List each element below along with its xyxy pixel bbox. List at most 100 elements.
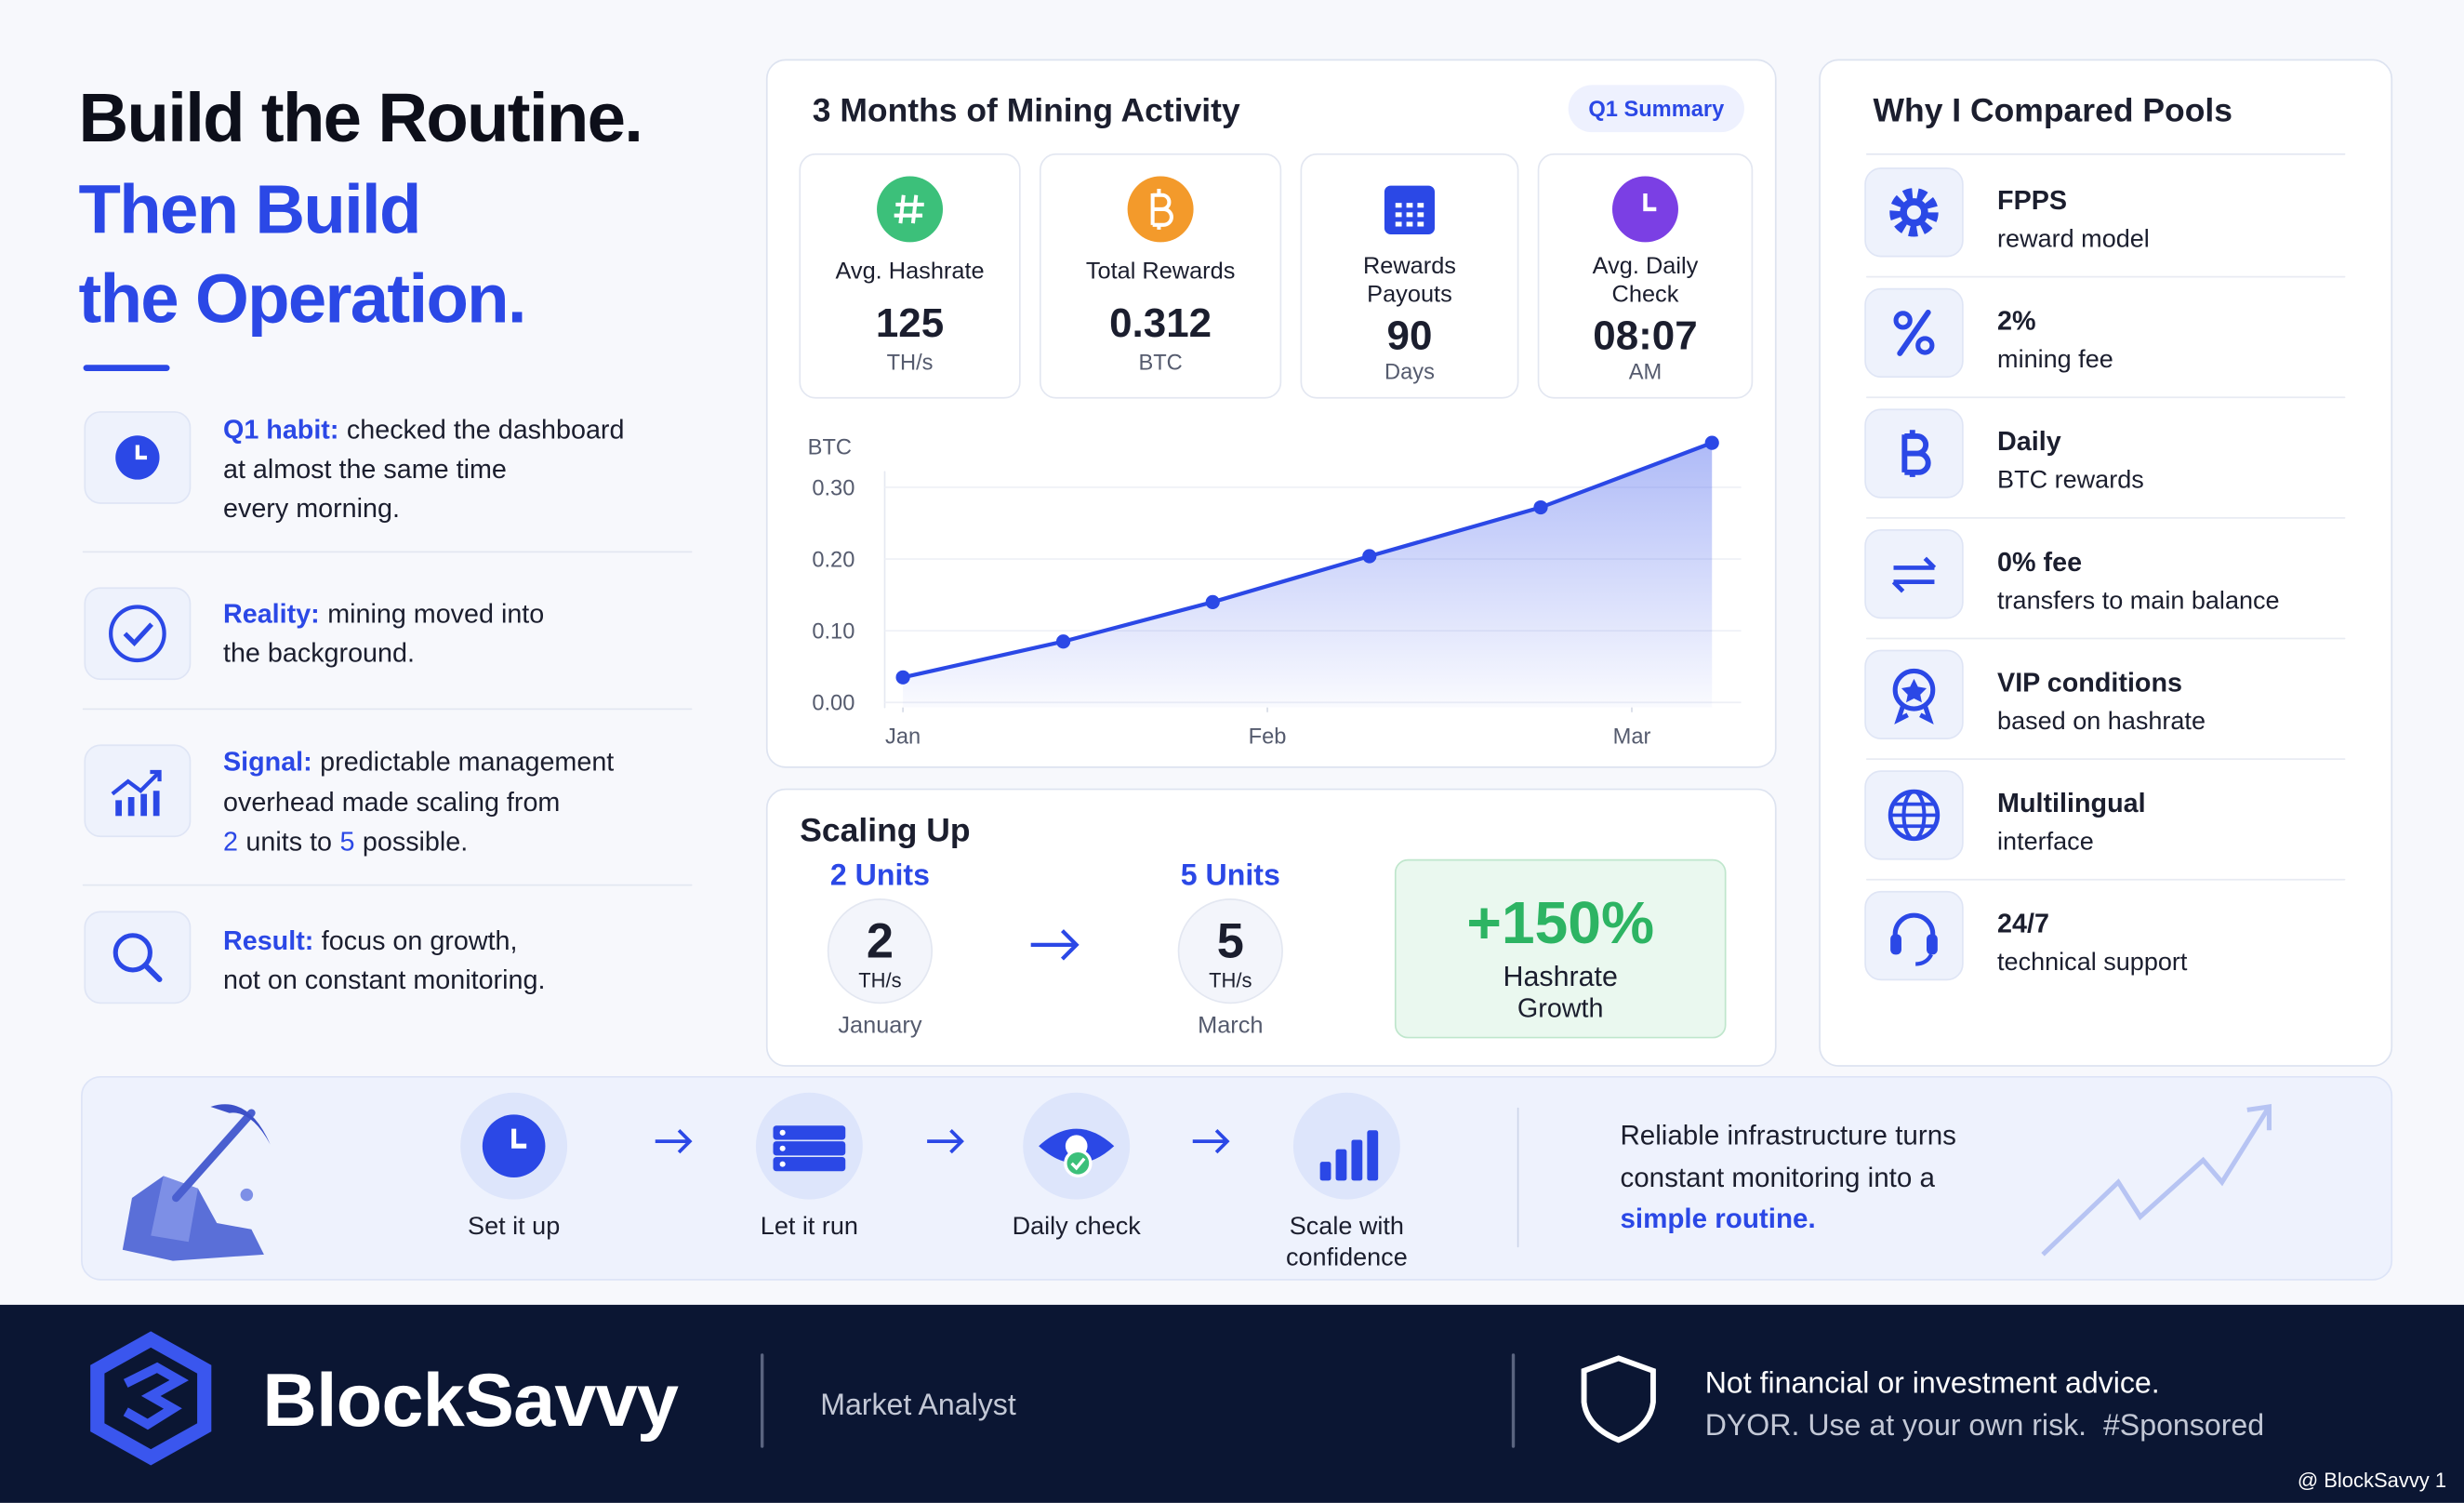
growth-value: +150% [1466,889,1654,956]
pct-slash [1897,310,1931,356]
pool-icon-box [1864,529,1964,619]
note-icon-box [84,587,192,681]
pool-text: based on hashrate [1997,707,2206,735]
mic [1915,953,1933,966]
note-line: Result: focus on growth, [223,926,518,956]
scale-month: March [1198,1013,1263,1039]
gear [1889,188,1939,237]
note-label: Result: [223,926,313,956]
scale-value: 5 [1217,914,1244,968]
stat-label: Payouts [1367,282,1452,308]
calendar-dot [1417,203,1424,208]
trend [111,769,162,796]
headset [1892,912,1936,942]
growth-box [1394,858,1727,1039]
stat-unit: Days [1384,360,1435,384]
server [773,1125,846,1140]
pool-text: reward model [1997,224,2150,252]
card-title: 3 Months of Mining Activity [813,91,1240,128]
summary-highlight: simple routine. [1620,1204,1815,1234]
pebble [240,1188,254,1202]
badge-ring [1892,668,1936,712]
check [123,622,153,647]
stat-icon [1127,176,1194,243]
stat-label: Avg. Hashrate [835,258,984,284]
badge [1568,85,1744,133]
card-title: Why I Compared Pools [1874,91,2232,128]
stat-unit: BTC [1138,351,1182,375]
scale-circle [827,898,934,1004]
step-arrow [1192,1128,1230,1154]
stat-label: Rewards [1363,253,1456,279]
bar-icon [127,797,135,817]
stat-unit: AM [1629,360,1662,384]
step-arrow [927,1128,964,1154]
y-tick-label: 0.20 [812,549,854,573]
workflow-strip [81,1075,2393,1281]
pool-icon [1893,310,1935,356]
pool-title: FPPS [1997,186,2067,216]
note-icon-box [84,911,192,1004]
pool-icon [1890,912,1938,966]
pool-icon [1901,430,1931,477]
clock-hands [1643,193,1657,212]
step-icon [482,1114,546,1178]
step-icon [1319,1130,1379,1181]
y-axis-label: BTC [808,436,852,460]
bar-icon [1351,1139,1363,1181]
scale-month: January [838,1013,921,1039]
disclaimer: Not financial or investment advice. [1705,1366,2160,1400]
point [1205,594,1220,609]
watermark: @ BlockSavvy 1 [2298,1469,2446,1492]
footer [0,1304,2464,1503]
step-circle [1292,1092,1400,1200]
stat-label: Avg. Daily [1593,253,1699,279]
note-line: Q1 habit: checked the dashboard [223,416,624,446]
x-tick-label: Feb [1249,725,1287,750]
note-text: predictable management [320,747,614,777]
note-text: focus on growth, [322,926,518,956]
scale-circle [1177,898,1283,1004]
note-text: checked the dashboard [347,416,625,446]
globe-lat [1890,802,1938,829]
stat-value: 08:07 [1593,313,1697,358]
note-label: Signal: [223,747,312,777]
headline: the Operation. [79,260,525,338]
line [902,441,1713,680]
card-title: Scaling Up [800,811,970,848]
step-label: Daily check [1013,1212,1142,1240]
pool-title: 24/7 [1997,910,2049,939]
pool-icon [1888,789,1941,842]
stat-card [1300,153,1519,399]
scale-caption: 2 Units [830,858,930,892]
note-line: Signal: predictable management [223,747,614,777]
lens [113,933,152,973]
stat-card [1537,153,1754,399]
note-text: mining moved into [327,599,544,629]
stat-value: 90 [1387,313,1433,358]
stat-value: 0.312 [1109,300,1212,346]
badge-text: Q1 Summary [1588,98,1725,122]
coin [1150,188,1173,230]
step-label: confidence [1286,1244,1408,1271]
stat-value: 125 [876,300,944,346]
step-icon [1039,1128,1115,1178]
arrow [1030,929,1080,961]
scale-unit: TH/s [858,969,901,992]
note-line: 2 units to 5 possible. [223,827,468,857]
note-number: 2 [223,827,238,857]
point [1533,499,1548,515]
trend-deco [2041,1104,2272,1257]
arrows [1891,556,1937,593]
server [773,1141,846,1156]
stat-label: Total Rewards [1086,258,1236,284]
bar-icon [1335,1149,1347,1181]
led [779,1145,786,1151]
calendar-dot [1395,221,1402,227]
step-icon [773,1125,846,1172]
gear-hole [1906,205,1922,219]
x-tick-label: Mar [1613,725,1651,750]
calendar [1384,185,1436,234]
headline: Build the Routine. [79,79,642,156]
growth-label: Growth [1517,994,1604,1024]
